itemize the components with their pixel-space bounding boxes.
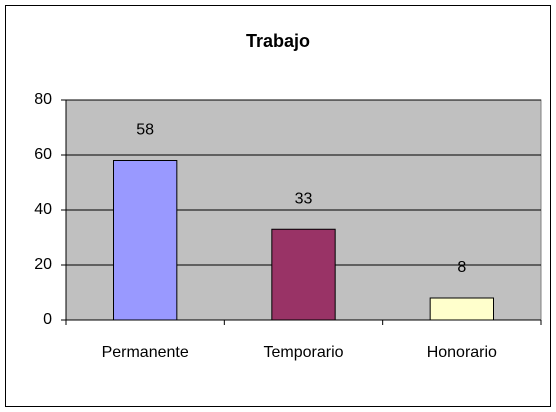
data-label: 8 <box>457 259 466 276</box>
bar <box>113 160 178 321</box>
y-tick-label: 0 <box>43 311 52 328</box>
x-tick-label: Temporario <box>263 344 343 361</box>
data-label: 33 <box>295 190 313 207</box>
x-tick-label: Honorario <box>427 344 497 361</box>
bar <box>429 297 494 321</box>
chart-title: Trabajo <box>246 31 310 51</box>
y-tick-label: 60 <box>34 146 52 163</box>
y-tick-label: 20 <box>34 256 52 273</box>
y-tick-label: 40 <box>34 201 52 218</box>
y-tick-label: 80 <box>34 91 52 108</box>
x-tick-label: Permanente <box>102 344 189 361</box>
data-label: 58 <box>136 122 154 139</box>
bar <box>271 228 336 321</box>
